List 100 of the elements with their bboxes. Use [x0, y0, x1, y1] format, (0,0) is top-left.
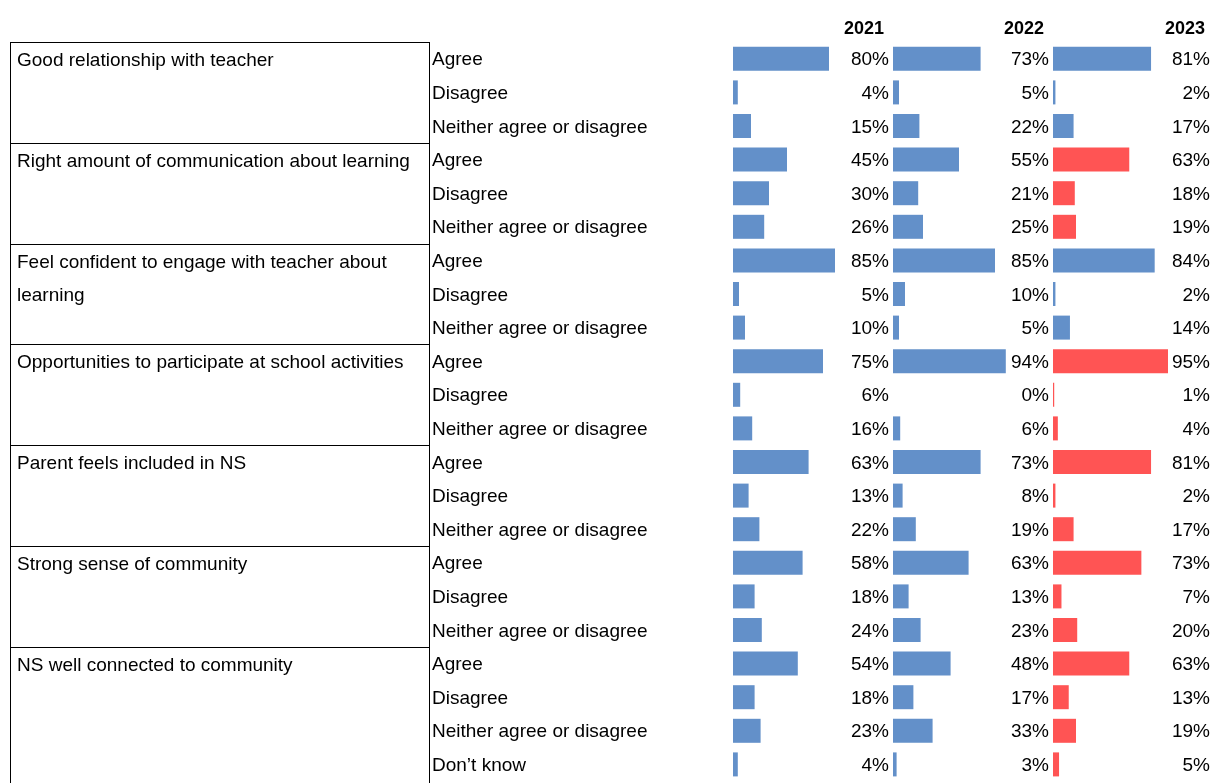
bar [893, 248, 995, 273]
data-label: 81% [1171, 451, 1211, 473]
bar [733, 618, 762, 642]
data-label: 63% [1171, 149, 1211, 171]
y-tick-label: Disagree [432, 485, 509, 507]
bar [733, 349, 823, 374]
bar [893, 181, 919, 206]
bar [733, 550, 803, 575]
bar [1053, 416, 1058, 441]
bar [893, 315, 899, 340]
data-label: 6% [861, 384, 890, 406]
y-tick-label: Neither agree or disagree [432, 518, 648, 540]
y-tick-label: Disagree [432, 384, 509, 406]
bar [893, 718, 933, 743]
data-label: 63% [1010, 552, 1050, 574]
chart-title: 2023 [1164, 18, 1205, 38]
bar [893, 651, 951, 676]
data-label: 19% [1171, 216, 1211, 238]
data-label: 63% [850, 451, 890, 473]
bar [733, 651, 798, 676]
data-label: 21% [1010, 182, 1050, 204]
y-tick-label: Agree [432, 48, 483, 70]
data-label: 10% [850, 317, 890, 339]
y-tick-label: Agree [432, 552, 483, 574]
bar [893, 147, 959, 172]
bar [893, 450, 981, 474]
bar [893, 517, 916, 542]
data-label: 8% [1021, 485, 1050, 507]
data-label: 10% [1010, 283, 1050, 305]
data-label: 85% [1010, 249, 1050, 271]
bar [733, 517, 760, 542]
bar [893, 618, 921, 642]
data-label: 73% [1010, 48, 1050, 70]
data-label: 4% [1182, 417, 1211, 439]
y-tick-label: Neither agree or disagree [432, 619, 648, 641]
data-label: 24% [850, 619, 890, 641]
data-label: 19% [1171, 720, 1211, 742]
bar [1053, 248, 1155, 273]
data-label: 94% [1010, 350, 1050, 372]
data-label: 18% [850, 686, 890, 708]
bar [893, 214, 923, 239]
bar [1053, 550, 1142, 575]
y-tick-label: Neither agree or disagree [432, 115, 648, 137]
bar [893, 483, 903, 508]
y-tick-label: Neither agree or disagree [432, 317, 648, 339]
bar [733, 248, 835, 273]
data-label: 95% [1171, 350, 1211, 372]
bar [1053, 685, 1069, 710]
y-tick-label: Agree [432, 249, 483, 271]
data-label: 80% [850, 48, 890, 70]
data-label: 2% [1182, 81, 1211, 103]
y-tick-label: Agree [432, 451, 483, 473]
data-label: 45% [850, 149, 890, 171]
data-label: 5% [1182, 753, 1211, 775]
bar [893, 584, 909, 609]
data-label: 0% [1021, 384, 1050, 406]
bar [893, 114, 920, 138]
data-label: 19% [1010, 518, 1050, 540]
chart-title: 2021 [843, 18, 884, 38]
text: Strong sense of community [11, 546, 429, 647]
data-label: 13% [1010, 585, 1050, 607]
chart-title: 2022 [1003, 18, 1044, 38]
data-label: 6% [1021, 417, 1050, 439]
bar [1053, 450, 1152, 474]
bar [893, 416, 901, 441]
data-label: 55% [1010, 149, 1050, 171]
y-tick-label: Don’t know [432, 753, 527, 775]
bar [893, 80, 899, 105]
bar [1053, 618, 1078, 642]
data-label: 15% [850, 115, 890, 137]
data-label: 84% [1171, 249, 1211, 271]
data-label: 13% [850, 485, 890, 507]
data-label: 17% [1171, 115, 1211, 137]
y-tick-label: Disagree [432, 81, 509, 103]
text: NS well connected to community [11, 646, 429, 782]
data-label: 18% [850, 585, 890, 607]
data-label: 18% [1171, 182, 1211, 204]
bar [733, 450, 809, 474]
bar [733, 282, 739, 306]
y-tick-label: Disagree [432, 283, 509, 305]
data-label: 17% [1010, 686, 1050, 708]
bar [733, 752, 738, 777]
bar [733, 685, 755, 710]
y-tick-label: Neither agree or disagree [432, 417, 648, 439]
bar [733, 483, 749, 508]
data-label: 73% [1010, 451, 1050, 473]
data-label: 5% [861, 283, 890, 305]
bar [1053, 752, 1060, 777]
bar [733, 382, 741, 407]
data-label: 2% [1182, 485, 1211, 507]
bar [1053, 718, 1076, 743]
data-label: 25% [1010, 216, 1050, 238]
bar [893, 349, 1006, 374]
bar [1053, 584, 1062, 609]
data-label: 73% [1171, 552, 1211, 574]
data-label: 3% [1021, 753, 1050, 775]
y-tick-label: Agree [432, 350, 483, 372]
bar [1053, 114, 1074, 138]
bar [733, 80, 738, 105]
y-tick-label: Agree [432, 653, 483, 675]
